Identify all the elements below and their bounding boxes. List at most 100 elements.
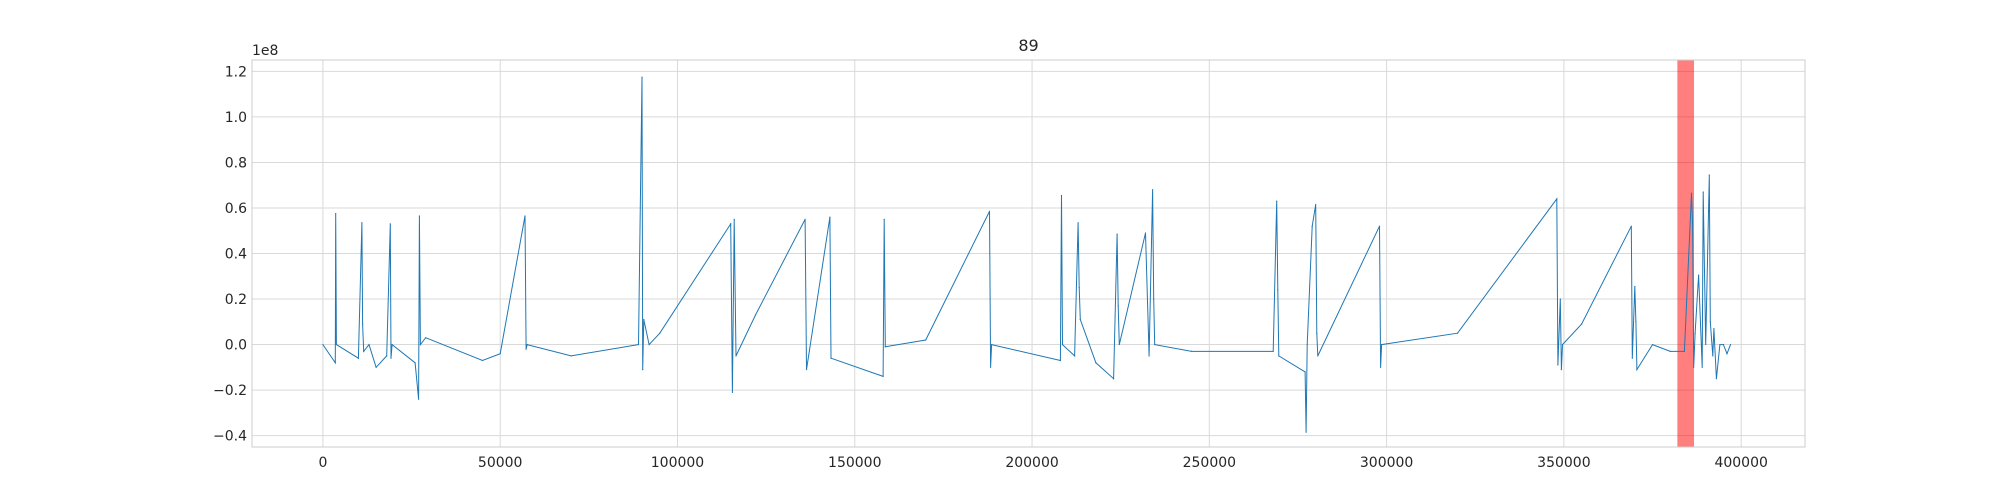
data-point	[335, 343, 337, 346]
data-point	[363, 350, 365, 352]
data-point	[418, 215, 420, 217]
data-point	[1278, 355, 1280, 357]
data-point	[1561, 343, 1564, 346]
data-point	[1581, 323, 1583, 325]
y-tick-label: 0.2	[225, 292, 247, 308]
data-point	[414, 362, 416, 364]
data-point	[1694, 332, 1696, 334]
data-point	[1634, 285, 1636, 288]
data-point	[1698, 274, 1700, 276]
data-point	[735, 355, 737, 357]
data-point	[731, 391, 734, 393]
data-point	[829, 216, 831, 218]
data-point	[1073, 355, 1076, 357]
data-point	[375, 366, 377, 368]
data-point	[1683, 350, 1686, 352]
data-point	[481, 359, 484, 362]
x-tick-label: 300000	[1360, 455, 1413, 471]
data-point	[1630, 225, 1632, 227]
data-point	[1117, 305, 1119, 307]
data-point	[925, 339, 927, 341]
data-point	[390, 357, 392, 359]
highlight-region	[1677, 60, 1695, 447]
data-point	[1315, 203, 1317, 206]
data-point	[1112, 378, 1115, 380]
chart-title: 89	[1018, 36, 1038, 55]
data-point	[1560, 369, 1563, 371]
data-point	[362, 323, 364, 325]
x-tick-label: 350000	[1537, 455, 1590, 471]
data-point	[1144, 232, 1147, 234]
data-point	[1557, 364, 1559, 366]
x-tick-label: 0	[318, 455, 327, 471]
data-point	[1692, 223, 1694, 225]
data-point	[1693, 366, 1695, 368]
data-point	[1669, 350, 1671, 352]
x-axis-ticks: 0 50000 100000 150000 200000 250000 300000 3500…	[318, 455, 1767, 471]
x-tick-label: 250000	[1183, 455, 1236, 471]
data-point	[419, 343, 422, 346]
data-point	[1079, 318, 1081, 321]
data-point	[1118, 343, 1120, 346]
data-point	[805, 369, 808, 371]
data-point	[1708, 174, 1710, 176]
data-point	[357, 357, 359, 359]
data-point	[1316, 332, 1318, 334]
data-point	[1317, 355, 1319, 357]
data-point	[1378, 225, 1381, 227]
y-tick-label: 1.2	[225, 64, 247, 80]
data-point	[1311, 225, 1313, 227]
y-tick-label: 0.4	[225, 247, 247, 263]
data-point	[1381, 343, 1383, 346]
x-tick-label: 200000	[1005, 455, 1058, 471]
y-tick-label: −0.4	[213, 429, 247, 445]
data-point	[1148, 355, 1150, 357]
data-point	[1726, 353, 1728, 355]
data-point	[1705, 343, 1707, 346]
data-point	[1702, 191, 1704, 193]
data-point	[1078, 287, 1080, 289]
data-point	[1713, 328, 1715, 330]
data-point	[1151, 189, 1154, 191]
data-point	[641, 76, 643, 78]
data-point	[642, 369, 644, 371]
plot-frame	[251, 59, 1806, 448]
data-point	[1636, 369, 1638, 371]
y-tick-label: 0.8	[225, 155, 247, 171]
x-tick-label: 100000	[651, 455, 704, 471]
data-point	[988, 210, 991, 212]
data-point	[1379, 366, 1382, 368]
data-point	[991, 343, 993, 346]
data-point	[322, 343, 324, 346]
y-tick-label: 1.0	[225, 110, 247, 126]
data-point	[1272, 350, 1274, 352]
data-point	[1722, 343, 1725, 346]
series	[322, 76, 1732, 433]
data-point	[418, 398, 420, 400]
data-point	[1154, 343, 1156, 346]
data-point	[1690, 192, 1693, 194]
grid	[252, 60, 1805, 447]
data-point	[1060, 194, 1063, 197]
y-tick-label: 0.0	[225, 338, 247, 354]
data-point	[1729, 343, 1732, 346]
data-point	[499, 353, 501, 355]
x-tick-label: 400000	[1714, 455, 1767, 471]
data-point	[830, 357, 832, 359]
data-point	[648, 343, 650, 346]
data-point	[1077, 222, 1079, 224]
data-point	[425, 337, 427, 339]
y-axis-ticks: −0.4 −0.2 0.0 0.2 0.4 0.6 0.8 1.0 1.2	[213, 64, 247, 444]
data-point	[1061, 343, 1064, 346]
data-point	[1456, 332, 1459, 334]
data-point	[386, 355, 388, 357]
data-point	[570, 355, 572, 357]
data-point	[1559, 298, 1561, 300]
data-point	[334, 362, 336, 364]
data-point	[1277, 289, 1279, 291]
data-point	[1712, 355, 1714, 357]
y-tick-label: 0.6	[225, 201, 247, 217]
data-point	[361, 222, 363, 224]
data-point	[1556, 198, 1558, 200]
